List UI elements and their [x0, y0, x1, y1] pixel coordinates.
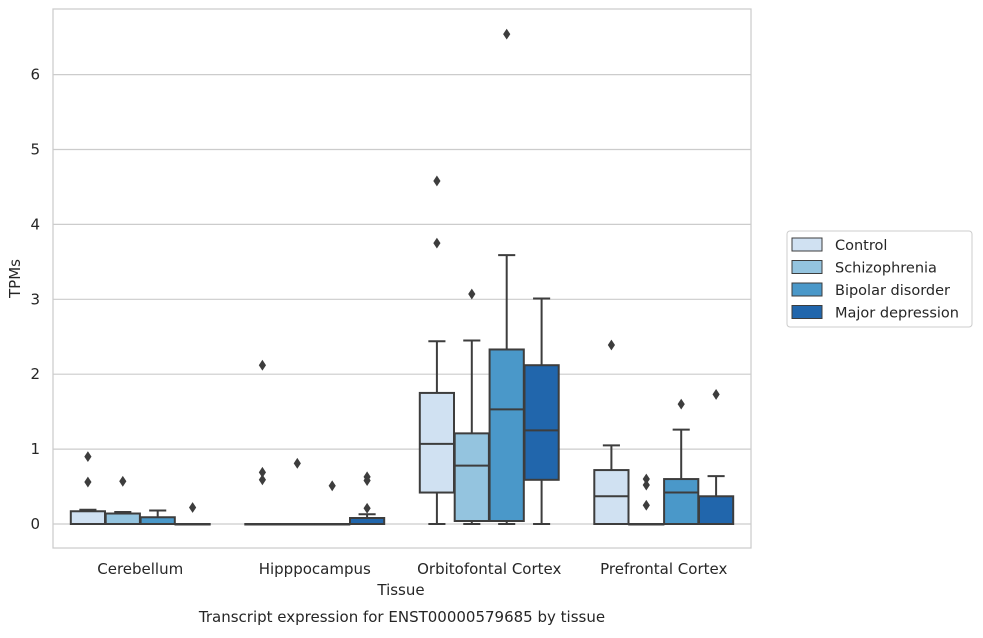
legend-swatch-3	[791, 305, 823, 319]
outlier-point	[258, 474, 266, 486]
y-tick-label-5: 5	[30, 141, 40, 159]
legend-label-1: Schizophrenia	[835, 261, 937, 277]
y-tick-label-4: 4	[30, 215, 40, 233]
box-3-2	[663, 398, 700, 525]
y-tick-label-3: 3	[30, 290, 40, 308]
legend-label-0: Control	[835, 238, 887, 254]
outlier-point	[468, 288, 476, 300]
box-2-0	[418, 175, 456, 525]
box-1-0	[244, 359, 281, 526]
outlier-point	[607, 339, 615, 351]
y-tick-label-0: 0	[30, 515, 40, 533]
box-body	[697, 495, 735, 525]
box-2-2	[488, 28, 525, 525]
box-body	[69, 510, 107, 525]
legend-swatch-1	[791, 260, 823, 274]
x-tick-label-0: Cerebellum	[97, 560, 183, 578]
outlier-point	[119, 475, 127, 487]
outlier-point	[503, 28, 511, 40]
outlier-point	[642, 479, 650, 491]
box-1-1	[279, 457, 316, 526]
y-tick-label-2: 2	[30, 365, 40, 383]
outlier-point	[258, 466, 266, 478]
legend-swatch-0	[791, 237, 823, 252]
box-body	[418, 391, 456, 494]
box-1-3	[348, 471, 386, 525]
outlier-point	[433, 175, 441, 187]
outlier-point	[84, 476, 92, 488]
outlier-point	[677, 398, 685, 410]
outlier-point	[433, 237, 441, 249]
y-axis-label: TPMs	[6, 259, 24, 299]
outlier-point	[293, 457, 301, 469]
legend-label-2: Bipolar disorder	[835, 283, 950, 299]
box-0-0	[69, 451, 107, 525]
x-axis-label: Tissue	[376, 581, 424, 599]
outlier-point	[642, 499, 650, 511]
y-tick-label-1: 1	[30, 440, 40, 458]
box-0-1	[104, 475, 141, 525]
box-0-2	[139, 509, 176, 525]
x-tick-label-2: Orbitofontal Cortex	[417, 560, 561, 578]
outlier-point	[363, 502, 371, 514]
box-body	[488, 348, 525, 523]
box-body	[139, 516, 176, 525]
outlier-point	[328, 480, 336, 492]
y-tick-label-6: 6	[30, 66, 40, 84]
box-body	[104, 512, 141, 525]
outlier-point	[363, 475, 371, 486]
box-plot-marks	[69, 28, 735, 526]
outlier-point	[258, 359, 266, 371]
legend-label-3: Major depression	[835, 306, 959, 322]
box-0-3	[174, 502, 211, 526]
box-3-1	[628, 473, 665, 526]
legend: Control Schizophrenia Bipolar disorder Majo…	[786, 230, 973, 328]
box-body	[453, 432, 490, 523]
box-2-3	[523, 297, 560, 525]
outlier-point	[189, 502, 197, 513]
plot-area-frame	[52, 8, 752, 549]
box-1-2	[314, 480, 351, 526]
box-body	[523, 364, 560, 481]
x-tick-label-3: Prefrontal Cortex	[600, 560, 727, 578]
gridlines	[53, 73, 751, 525]
box-body	[663, 478, 700, 525]
legend-frame	[786, 230, 973, 328]
outlier-point	[84, 451, 92, 462]
box-2-1	[453, 288, 490, 525]
box-3-0	[593, 339, 630, 525]
y-tick-labels: 0 1 2 3 4 5 6	[30, 66, 40, 533]
x-tick-labels: Cerebellum Hipppocampus Orbitofontal Corte…	[97, 560, 727, 578]
chart-caption: Transcript expression for ENST0000057968…	[198, 608, 605, 626]
x-tick-label-1: Hipppocampus	[259, 560, 371, 578]
box-3-3	[697, 389, 735, 525]
legend-swatch-2	[791, 282, 823, 297]
outlier-point	[712, 389, 720, 400]
outlier-point	[642, 473, 650, 485]
